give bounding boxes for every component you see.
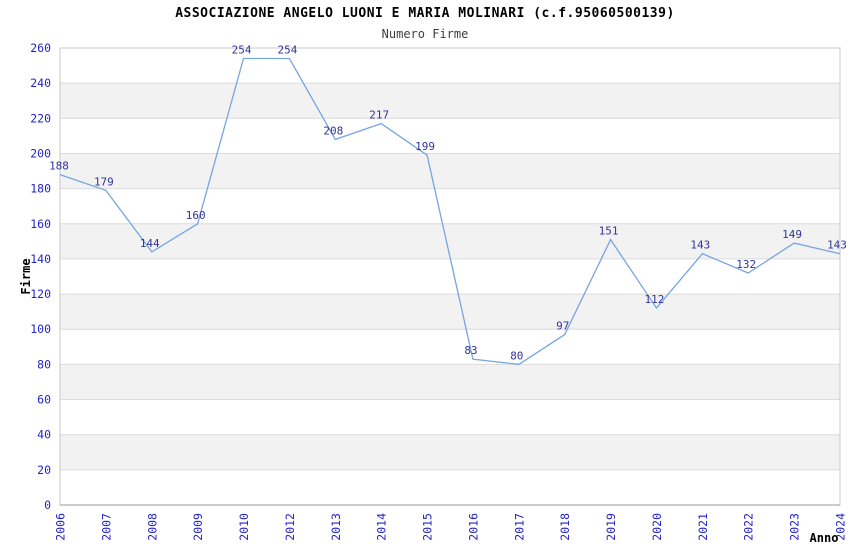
data-point-label: 97 [556,320,569,333]
x-tick-label: 2012 [283,513,297,541]
y-tick-label: 20 [37,463,51,477]
x-tick-label: 2015 [421,513,435,541]
x-tick-label: 2023 [788,513,802,541]
data-point-label: 179 [94,175,114,188]
y-tick-label: 140 [30,252,51,266]
x-tick-label: 2021 [696,513,710,541]
data-point-label: 199 [415,140,435,153]
data-point-label: 188 [49,160,69,173]
data-point-label: 160 [186,209,206,222]
x-tick-label: 2007 [99,513,113,541]
x-tick-label: 2019 [604,513,618,541]
x-tick-label: 2020 [650,513,664,541]
data-point-label: 144 [140,237,160,250]
y-tick-label: 80 [37,357,51,371]
x-tick-label: 2006 [54,513,68,541]
plot-band [60,223,840,259]
y-tick-label: 0 [44,498,51,512]
x-tick-label: 2014 [375,513,389,541]
y-tick-label: 260 [30,41,51,55]
chart-subtitle: Numero Firme [381,27,469,41]
plot-band [60,294,840,330]
data-point-label: 254 [277,44,297,57]
data-point-label: 149 [782,228,802,241]
x-tick-label: 2017 [512,513,526,541]
data-point-label: 143 [827,239,847,252]
x-tick-label: 2022 [742,513,756,541]
x-tick-label: 2009 [191,513,205,541]
y-tick-label: 120 [30,287,51,301]
x-tick-label: 2024 [834,513,848,541]
data-point-label: 254 [232,44,252,57]
data-point-label: 143 [690,239,710,252]
plot-band [60,364,840,400]
data-point-label: 217 [369,109,389,122]
x-tick-label: 2016 [466,513,480,541]
x-tick-label: 2013 [329,513,343,541]
y-tick-label: 60 [37,393,51,407]
y-tick-label: 160 [30,217,51,231]
y-tick-label: 200 [30,146,51,160]
chart-title: ASSOCIAZIONE ANGELO LUONI E MARIA MOLINA… [175,6,675,21]
x-tick-label: 2008 [145,513,159,541]
x-axis-label: Anno [810,531,839,545]
y-axis-label: Firme [19,258,33,294]
series-line [59,57,841,366]
y-tick-label: 220 [30,111,51,125]
data-point-label: 151 [599,225,619,238]
y-tick-label: 100 [30,322,51,336]
y-tick-label: 240 [30,76,51,90]
plot-band [60,153,840,189]
data-point-label: 208 [323,124,343,137]
plot-band [60,83,840,119]
x-tick-label: 2018 [558,513,572,541]
y-tick-label: 40 [37,428,51,442]
data-point-label: 132 [736,258,756,271]
y-tick-label: 180 [30,182,51,196]
plot-band [60,434,840,470]
data-point-label: 112 [645,293,665,306]
x-tick-label: 2010 [237,513,251,541]
data-point-label: 80 [510,349,523,362]
data-point-label: 83 [464,344,477,357]
